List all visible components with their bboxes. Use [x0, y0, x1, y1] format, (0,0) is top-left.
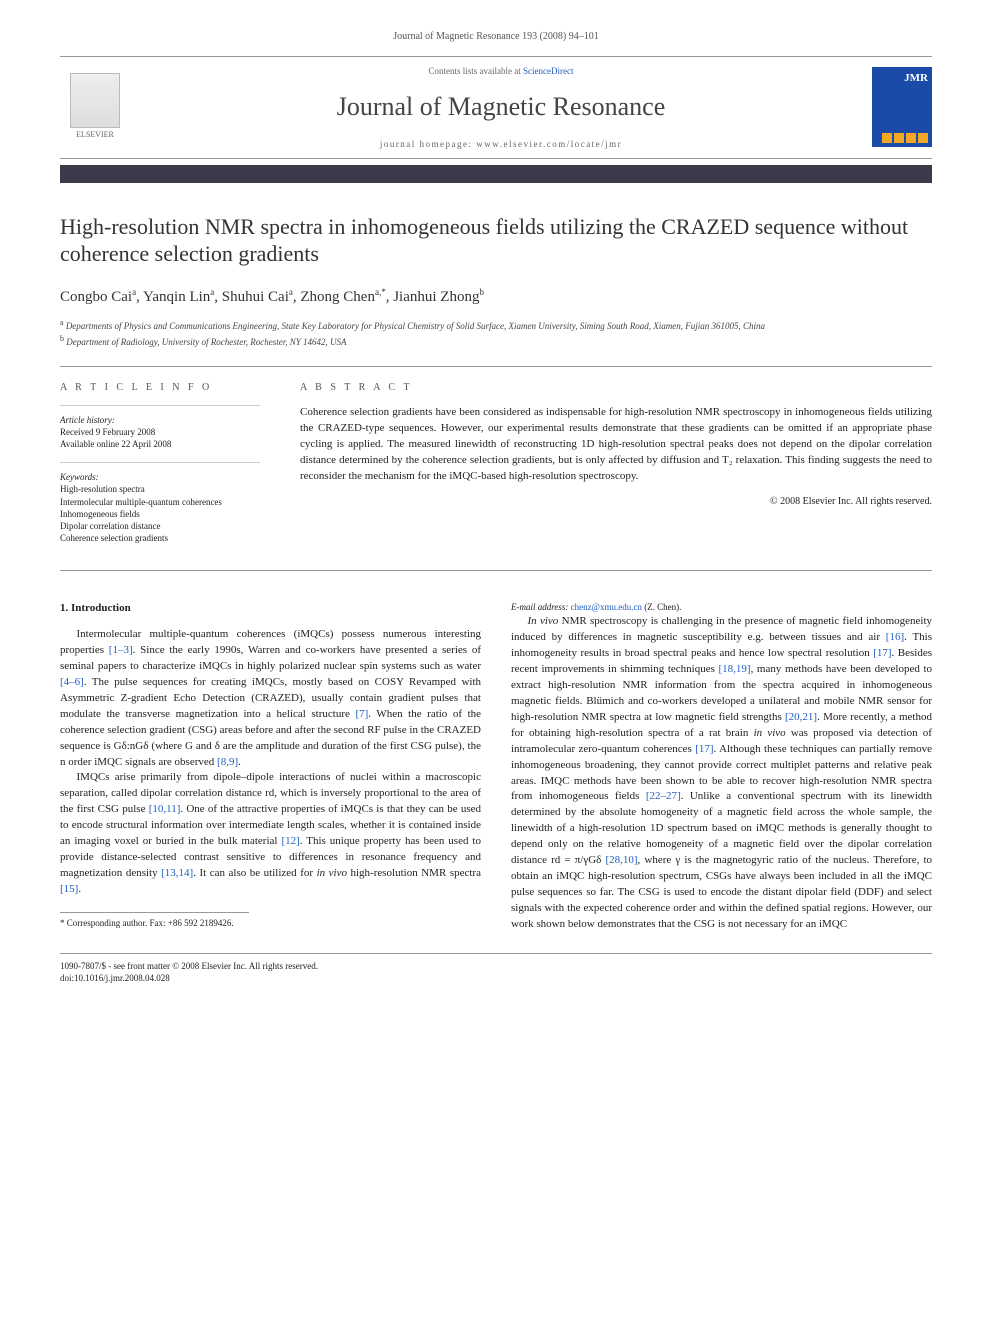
abstract-text: Coherence selection gradients have been …	[300, 405, 932, 485]
corresponding-email[interactable]: chenz@xmu.edu.cn	[571, 602, 642, 612]
header-center: Contents lists available at ScienceDirec…	[130, 65, 872, 150]
keyword-item: Intermolecular multiple-quantum coherenc…	[60, 496, 260, 508]
journal-reference: Journal of Magnetic Resonance 193 (2008)…	[60, 30, 932, 44]
cover-abbrev: JMR	[904, 71, 928, 86]
keyword-item: Dipolar correlation distance	[60, 520, 260, 532]
article-info-column: A R T I C L E I N F O Article history: R…	[60, 381, 260, 556]
abstract-heading: A B S T R A C T	[300, 381, 932, 395]
divider	[60, 366, 932, 367]
cover-thumb-swatches	[882, 133, 928, 143]
elsevier-tree-icon	[70, 73, 120, 128]
homepage-prefix: journal homepage:	[380, 139, 476, 149]
article-title: High-resolution NMR spectra in inhomogen…	[60, 213, 932, 268]
affiliations: a Departments of Physics and Communicati…	[60, 317, 932, 348]
footer-doi: doi:10.1016/j.jmr.2008.04.028	[60, 972, 318, 984]
abstract-copyright: © 2008 Elsevier Inc. All rights reserved…	[300, 495, 932, 509]
corresponding-line2: E-mail address: chenz@xmu.edu.cn (Z. Che…	[511, 601, 700, 614]
keyword-item: Inhomogeneous fields	[60, 508, 260, 520]
contents-available-line: Contents lists available at ScienceDirec…	[130, 65, 872, 77]
received-date: Received 9 February 2008	[60, 426, 260, 438]
homepage-url: www.elsevier.com/locate/jmr	[476, 139, 622, 149]
sciencedirect-link[interactable]: ScienceDirect	[523, 66, 573, 76]
body-two-columns: 1. Introduction Intermolecular multiple-…	[60, 601, 932, 933]
footer-front-matter: 1090-7807/$ - see front matter © 2008 El…	[60, 960, 318, 972]
footer-left: 1090-7807/$ - see front matter © 2008 El…	[60, 960, 318, 984]
available-date: Available online 22 April 2008	[60, 438, 260, 450]
body-paragraph-3: In vivo NMR spectroscopy is challenging …	[511, 614, 932, 933]
article-history-block: Article history: Received 9 February 200…	[60, 405, 260, 450]
divider-2	[60, 570, 932, 571]
journal-cover-thumbnail: JMR	[872, 67, 932, 147]
journal-header: ELSEVIER Contents lists available at Sci…	[60, 56, 932, 159]
article-info-heading: A R T I C L E I N F O	[60, 381, 260, 395]
homepage-line: journal homepage: www.elsevier.com/locat…	[130, 138, 872, 150]
authors-line: Congbo Caia, Yanqin Lina, Shuhui Caia, Z…	[60, 286, 932, 307]
journal-name: Journal of Magnetic Resonance	[130, 89, 872, 124]
keyword-item: High-resolution spectra	[60, 483, 260, 495]
keywords-block: Keywords: High-resolution spectraIntermo…	[60, 462, 260, 544]
header-dark-bar	[60, 165, 932, 183]
section-1-heading: 1. Introduction	[60, 601, 481, 617]
corresponding-line1: * Corresponding author. Fax: +86 592 218…	[60, 917, 249, 930]
keyword-item: Coherence selection gradients	[60, 532, 260, 544]
body-paragraph-2: IMQCs arise primarily from dipole–dipole…	[60, 770, 481, 898]
page-footer: 1090-7807/$ - see front matter © 2008 El…	[60, 953, 932, 984]
keywords-label: Keywords:	[60, 471, 260, 483]
info-abstract-row: A R T I C L E I N F O Article history: R…	[60, 381, 932, 556]
email-label: E-mail address:	[511, 602, 568, 612]
body-paragraph-1: Intermolecular multiple-quantum coherenc…	[60, 627, 481, 770]
abstract-column: A B S T R A C T Coherence selection grad…	[300, 381, 932, 556]
elsevier-logo: ELSEVIER	[60, 67, 130, 147]
history-label: Article history:	[60, 414, 260, 426]
elsevier-label: ELSEVIER	[76, 130, 114, 141]
contents-prefix: Contents lists available at	[429, 66, 523, 76]
keywords-list: High-resolution spectraIntermolecular mu…	[60, 483, 260, 544]
corresponding-name: (Z. Chen).	[644, 602, 681, 612]
